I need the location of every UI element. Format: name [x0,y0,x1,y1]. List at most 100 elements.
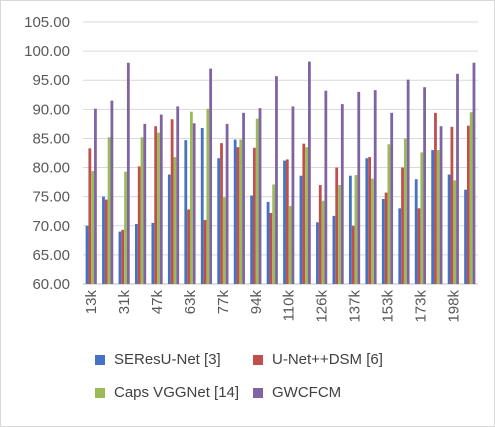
bar [288,205,292,284]
bar [401,167,404,284]
legend: SEResU-Net [3] U-Net++DSM [6] Caps VGGNe… [95,345,495,425]
bar [466,125,470,284]
bar [472,62,476,285]
bar [390,112,394,284]
bar [414,179,418,284]
bar [126,62,130,285]
x-tick-label: 153k [380,290,397,323]
bar [255,118,259,285]
legend-label-seresunet: SEResU-Net [3] [114,351,221,368]
x-tick-label: 63k [182,290,199,315]
bar [354,175,358,284]
bar [203,219,207,284]
bar [381,199,385,284]
x-tick-label: 126k [314,290,331,323]
bar [291,106,295,284]
bar [184,140,188,284]
bar [140,137,144,284]
bar [206,108,210,284]
bar [94,108,97,284]
y-tick-label: 105.00 [24,14,70,31]
bar [403,138,407,284]
bar [373,90,377,285]
bar [285,159,289,284]
x-tick-label: 47k [149,290,166,315]
bar [324,90,328,284]
bar [124,171,127,284]
bar [283,160,286,284]
legend-swatch-seresunet [95,354,105,365]
bar [332,215,336,284]
y-tick-label: 65.00 [32,247,70,264]
y-tick-label: 85.00 [32,130,70,147]
bar [110,100,114,284]
bar [302,143,306,284]
x-tick-label: 31k [116,290,133,315]
y-axis-ticks: 60.00 65.00 70.00 75.00 80.00 85.00 90.00 95.00… [24,14,70,293]
bar [439,126,443,284]
bar [431,150,435,284]
bar [456,73,459,284]
legend-item-seresunet: SEResU-Net [3] [95,351,221,368]
legend-item-gwcfcm: GWCFCM [253,384,341,401]
bar [236,147,240,284]
legend-swatch-unet-dsm [253,354,263,365]
bar [222,197,226,284]
bar [275,76,278,285]
bar [176,106,180,284]
bar [88,148,92,284]
bar [253,147,256,284]
bar [348,175,352,284]
y-tick-label: 75.00 [32,189,70,206]
bar [151,222,155,284]
x-tick-label: 198k [445,290,462,323]
y-tick-label: 80.00 [32,160,70,177]
bar [420,152,424,284]
bar [143,123,147,284]
bar [137,166,141,284]
x-tick-label: 173k [412,290,429,323]
bar [450,126,454,284]
bar [351,225,355,284]
y-tick-label: 70.00 [32,218,70,235]
bar [104,199,108,284]
bar [272,184,276,284]
bar [189,111,193,284]
bar [220,143,223,284]
bars [85,61,476,285]
bar [406,79,410,284]
bar [384,192,388,284]
bar [368,157,372,284]
bar [464,189,467,284]
y-tick-label: 60.00 [32,276,70,293]
bar [258,108,262,284]
bar [102,196,105,284]
bar [225,123,229,284]
bar [318,185,322,284]
legend-label-gwcfcm: GWCFCM [272,384,342,401]
bar [118,231,122,284]
legend-swatch-gwcfcm [253,387,263,398]
bar [91,171,95,284]
bar [434,112,437,284]
x-tick-label: 137k [347,290,364,323]
bar [338,185,341,284]
bar [217,158,221,284]
bar [387,144,391,284]
bar [154,126,158,284]
bar [321,200,325,284]
x-axis-ticks: 13k 31k 47k 63k 77k 94k 110k 126k 137k 153k 173k 19… [83,290,462,323]
bar [299,175,303,284]
bar [85,225,89,284]
bar [121,229,125,284]
x-tick-label: 110k [281,290,298,322]
bar [107,137,111,284]
bar [167,174,171,284]
bar [436,150,440,284]
bar [250,195,254,284]
bar [173,157,177,284]
bar [233,139,237,284]
legend-label-unet-dsm: U-Net++DSM [6] [272,351,383,368]
bar [239,139,243,284]
